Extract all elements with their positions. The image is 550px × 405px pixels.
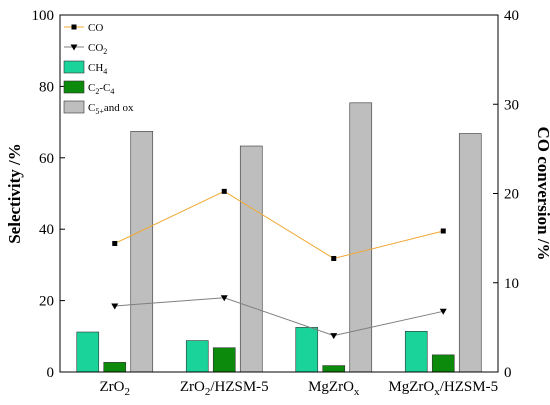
left-tick-label: 60 [39,151,54,167]
bar-c2c4-0 [103,362,127,373]
category-label-main: ZrO [100,379,125,395]
y-axis-left-title: Selectivity /% [5,143,24,244]
category-label-rest: /HZSM-5 [440,379,498,395]
y-axis-right-title: CO conversion /% [534,126,550,260]
bars-layer [76,102,482,373]
legend-label-tail: and ox [104,102,134,114]
bar-ch4-1 [185,340,209,373]
bar-ch4-3 [404,331,428,373]
category-label: ZrO2 [100,379,131,398]
legend-label-sub: 2 [95,87,99,96]
bar-c2c4-3 [431,354,455,373]
category-label-main: MgZrO [388,379,434,395]
legend-swatch-c5ox [63,100,85,114]
legend-label-main: CH [88,62,103,74]
line-co2 [114,297,444,337]
point-co-2 [331,255,337,261]
legend-label-co2: CO2 [88,42,107,56]
legend-label-sub2: 4 [110,87,114,96]
legend-label-tail: -C [99,82,110,94]
left-tick-label: 100 [32,8,55,24]
legend-label-main: CO [88,22,103,34]
right-tick-label: 20 [504,187,519,203]
category-label: MgZrOx [308,379,360,398]
point-co2-0 [111,303,119,310]
bar-c2c4-2 [322,365,346,373]
category-label-sub: x [434,386,440,398]
legend-label-ch4: CH4 [88,62,107,76]
legend-label-c5ox: C5+and ox [88,102,134,116]
bar-ch4-0 [76,331,100,373]
category-label-main: MgZrO [308,379,354,395]
left-tick-label: 20 [39,294,54,310]
point-co-1 [221,188,227,194]
point-co2-1 [220,295,228,302]
right-tick-label: 30 [504,97,519,113]
legend-label-sub: 5+ [95,107,104,116]
category-label-sub: 2 [205,386,211,398]
bar-c2c4-1 [212,347,236,373]
right-tick-label: 40 [504,8,519,24]
legend-swatch-ch4 [63,60,85,74]
left-tick-label: 0 [47,365,55,381]
bar-c5ox-1 [239,145,263,373]
point-co2-3 [439,308,447,315]
legend-label-sub: 4 [103,67,107,76]
bar-c5ox-3 [458,133,482,373]
line-co [114,190,444,260]
bar-c5ox-0 [130,131,154,373]
bar-ch4-2 [295,327,319,373]
left-tick-label: 40 [39,222,54,238]
legend-label-main: C [88,82,95,94]
point-co-0 [112,240,118,246]
category-label-sub: x [354,386,360,398]
right-tick-label: 0 [504,365,512,381]
category-label-sub: 2 [125,386,131,398]
legend-label-co: CO [88,22,103,34]
legend-marker-co2 [70,44,78,51]
category-label-rest: /HZSM-5 [210,379,268,395]
point-co2-2 [330,333,338,340]
category-label: ZrO2/HZSM-5 [180,379,269,398]
legend-label-main: CO [88,42,103,54]
right-tick-label: 10 [504,276,519,292]
plot-frame [59,14,499,373]
lines-layer [111,188,447,340]
category-label-main: ZrO [180,379,205,395]
point-co-3 [440,228,446,234]
left-tick-label: 80 [39,79,54,95]
legend-label-sub: 2 [103,47,107,56]
legend-marker-co [71,24,77,30]
legend-swatch-c2c4 [63,80,85,94]
legend-label-main: C [88,102,95,114]
category-label: MgZrOx/HZSM-5 [388,379,498,398]
legend-label-c2c4: C2-C4 [88,82,114,96]
